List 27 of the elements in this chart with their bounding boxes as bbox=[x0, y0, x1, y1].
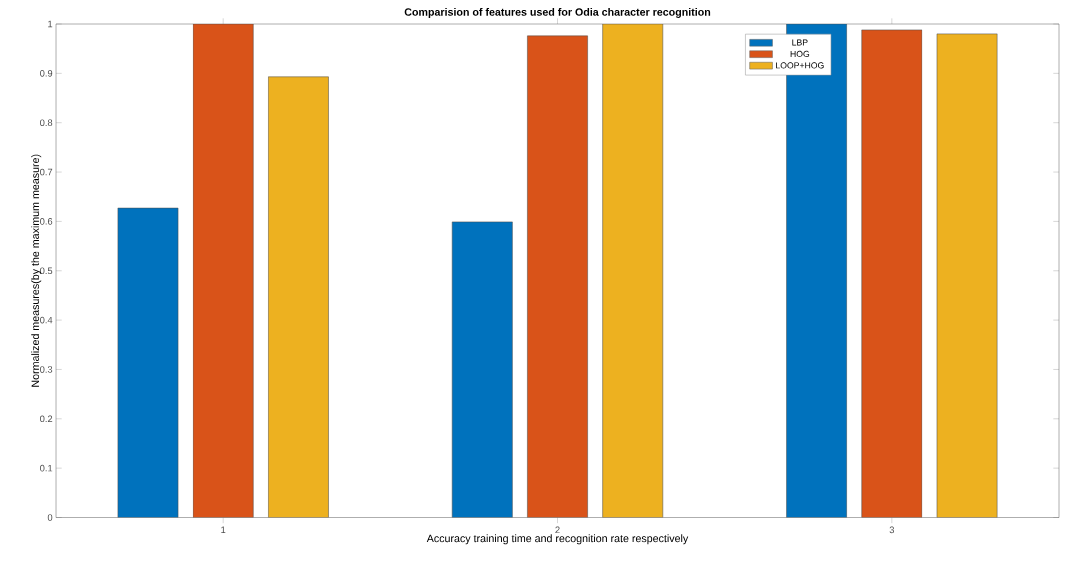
y-tick-label: 0 bbox=[47, 514, 53, 522]
bar bbox=[602, 24, 664, 518]
bar bbox=[527, 35, 588, 518]
chart-title: Comparision of features used for Odia character recognition bbox=[404, 8, 711, 19]
x-tick-label: 1 bbox=[221, 526, 226, 534]
y-tick-label: 0.7 bbox=[40, 169, 53, 176]
y-tick-label: 0.3 bbox=[40, 366, 53, 373]
x-axis-title: Accuracy training time and recognition rate respectively bbox=[426, 534, 689, 545]
bar bbox=[192, 24, 254, 518]
bar bbox=[861, 29, 923, 518]
bar bbox=[268, 76, 329, 518]
bar bbox=[117, 208, 179, 518]
y-tick-label: 0.1 bbox=[40, 465, 53, 472]
y-tick-label: 0.4 bbox=[40, 317, 53, 324]
bar bbox=[451, 221, 513, 518]
x-tick-label: 3 bbox=[889, 526, 895, 534]
y-tick-label: 1 bbox=[48, 21, 53, 28]
y-tick-label: 0.6 bbox=[40, 218, 53, 225]
legend-label: HOG bbox=[790, 51, 810, 58]
legend-label: LOOP+HOG bbox=[776, 62, 824, 69]
bar bbox=[936, 33, 998, 518]
y-tick-label: 0.5 bbox=[40, 267, 53, 275]
legend-label: LBP bbox=[792, 39, 808, 46]
x-tick-label: 2 bbox=[555, 526, 560, 534]
y-tick-label: 0.2 bbox=[40, 415, 53, 423]
y-tick-label: 0.9 bbox=[40, 70, 53, 77]
y-tick-label: 0.8 bbox=[40, 119, 53, 127]
